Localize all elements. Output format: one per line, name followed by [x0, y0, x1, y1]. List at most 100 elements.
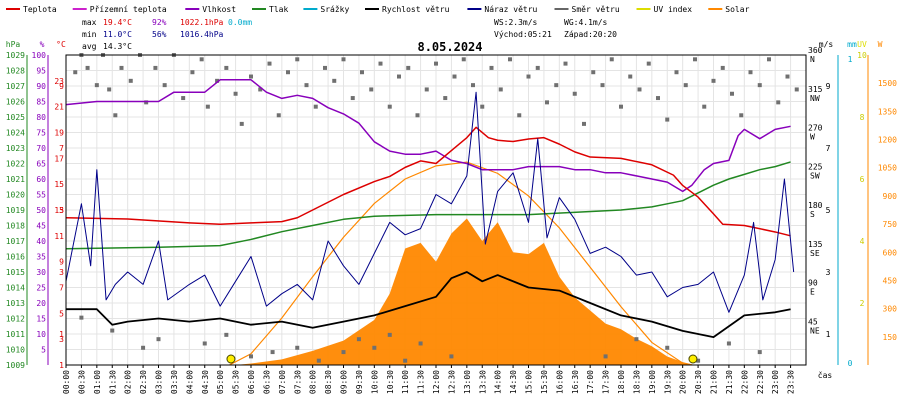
pressure-tick: 1014 — [6, 284, 25, 293]
wind-right-tick: 1 — [826, 330, 831, 339]
direction-tick-deg: 135 — [808, 240, 823, 249]
x-tick-label: 21:30 — [725, 370, 734, 394]
x-tick-label: 19:00 — [648, 370, 657, 394]
wind-direction-point — [202, 341, 207, 346]
wind-direction-point — [316, 358, 321, 363]
wind-direction-point — [119, 65, 124, 70]
stat-max-humidity: 92% — [152, 18, 167, 27]
uv-tick: 8 — [860, 113, 865, 122]
wind-direction-point — [572, 91, 577, 96]
wind-direction-point — [270, 350, 275, 355]
wind-direction-point — [415, 113, 420, 118]
temperature-tick: 5 — [59, 309, 64, 318]
x-tick-label: 06:30 — [262, 370, 271, 394]
wind-direction-point — [674, 70, 679, 75]
wind-direction-point — [403, 358, 408, 363]
wind-direction-point — [276, 113, 281, 118]
wind-direction-point — [726, 341, 731, 346]
wind-direction-point — [480, 104, 485, 109]
x-tick-label: 23:30 — [787, 370, 796, 394]
x-tick-label: 19:30 — [663, 370, 672, 394]
pressure-line — [65, 161, 791, 250]
legend-label: Přízemní teplota — [90, 5, 167, 14]
wind-direction-point — [545, 100, 549, 105]
pressure-tick: 1018 — [6, 222, 25, 231]
sun-marker — [226, 354, 236, 364]
pressure-axis-unit: hPa — [6, 40, 21, 49]
wind-direction-point — [360, 70, 364, 75]
legend-label: Teplota — [23, 5, 57, 14]
wind-direction-point — [387, 104, 392, 109]
direction-tick-deg: 225 — [808, 162, 823, 171]
x-tick-label: 22:00 — [740, 370, 749, 394]
stat-min-label: min — [82, 30, 97, 39]
x-tick-label: 10:30 — [386, 370, 395, 394]
wind-direction-point — [665, 117, 670, 122]
wind-direction-point — [656, 96, 660, 101]
x-tick-label: 13:00 — [463, 370, 472, 394]
direction-tick-name: N — [810, 55, 815, 64]
stat-min-humidity: 56% — [152, 30, 167, 39]
x-tick-label: 15:00 — [525, 370, 534, 394]
rain-tick: 1 — [848, 55, 853, 64]
wind-direction-point — [739, 113, 744, 118]
humidity-tick: 55 — [36, 191, 46, 200]
x-tick-label: 04:00 — [185, 370, 194, 394]
solar-axis-unit: W — [878, 40, 883, 49]
wind-direction-point — [356, 337, 361, 342]
direction-tick-name: SE — [810, 249, 820, 258]
humidity-tick: 65 — [36, 160, 46, 169]
wind-direction-point — [267, 61, 272, 66]
wind-direction-point — [224, 332, 229, 337]
humidity-tick: 70 — [36, 144, 46, 153]
solar-tick: 450 — [883, 276, 898, 285]
stat-min-temp: 11.0°C — [103, 30, 132, 39]
x-tick-label: 05:30 — [232, 370, 241, 394]
humidity-tick: 25 — [36, 284, 46, 293]
humidity-tick: 40 — [36, 237, 46, 246]
humidity-tick: 30 — [36, 268, 46, 277]
direction-tick-deg: 45 — [808, 317, 818, 326]
pressure-tick: 1010 — [6, 346, 25, 355]
wind-direction-point — [702, 104, 707, 109]
temperature-tick: 13 — [54, 206, 64, 215]
wind-direction-point — [156, 337, 161, 342]
stat-max-label: max — [82, 18, 97, 27]
pressure-tick: 1021 — [6, 175, 25, 184]
wind-direction-point — [110, 328, 115, 333]
wind-direction-point — [313, 104, 318, 109]
wind-direction-point — [94, 83, 99, 88]
wind-right-tick: 3 — [826, 268, 831, 277]
wind-speed-tick: 5 — [59, 206, 64, 215]
humidity-tick: 20 — [36, 299, 46, 308]
stat-wind-gust: WG:4.1m/s — [564, 18, 608, 27]
legend-label: Tlak — [269, 5, 288, 14]
x-tick-label: 14:30 — [509, 370, 518, 394]
temperature-axis-unit: °C — [56, 40, 66, 49]
temperature-line — [65, 126, 791, 237]
x-tick-label: 01:00 — [93, 370, 102, 394]
wind-direction-point — [224, 65, 229, 70]
wind-direction-point — [397, 74, 401, 79]
wind-direction-point — [535, 65, 540, 70]
legend-label: Náraz větru — [484, 5, 537, 14]
solar-tick: 150 — [883, 333, 898, 342]
uv-axis-unit: UV — [857, 40, 867, 49]
direction-tick-name: E — [810, 288, 815, 297]
solar-tick: 1350 — [878, 107, 897, 116]
x-tick-label: 23:00 — [771, 370, 780, 394]
solar-tick: 600 — [883, 248, 898, 257]
direction-tick-deg: 360 — [808, 46, 823, 55]
x-tick-label: 10:00 — [370, 370, 379, 394]
solar-area — [66, 218, 806, 365]
wind-direction-point — [434, 61, 438, 66]
humidity-tick: 15 — [36, 315, 46, 324]
wind-direction-point — [637, 87, 642, 92]
x-tick-label: 01:30 — [108, 370, 117, 394]
stats-block: max 19.4°C 92% 1022.1hPa 0.0mm min 11.0°… — [82, 18, 617, 51]
wind-direction-point — [449, 354, 454, 359]
wind-direction-point — [323, 65, 327, 70]
direction-tick-deg: 90 — [808, 279, 818, 288]
solar-tick: 750 — [883, 220, 898, 229]
